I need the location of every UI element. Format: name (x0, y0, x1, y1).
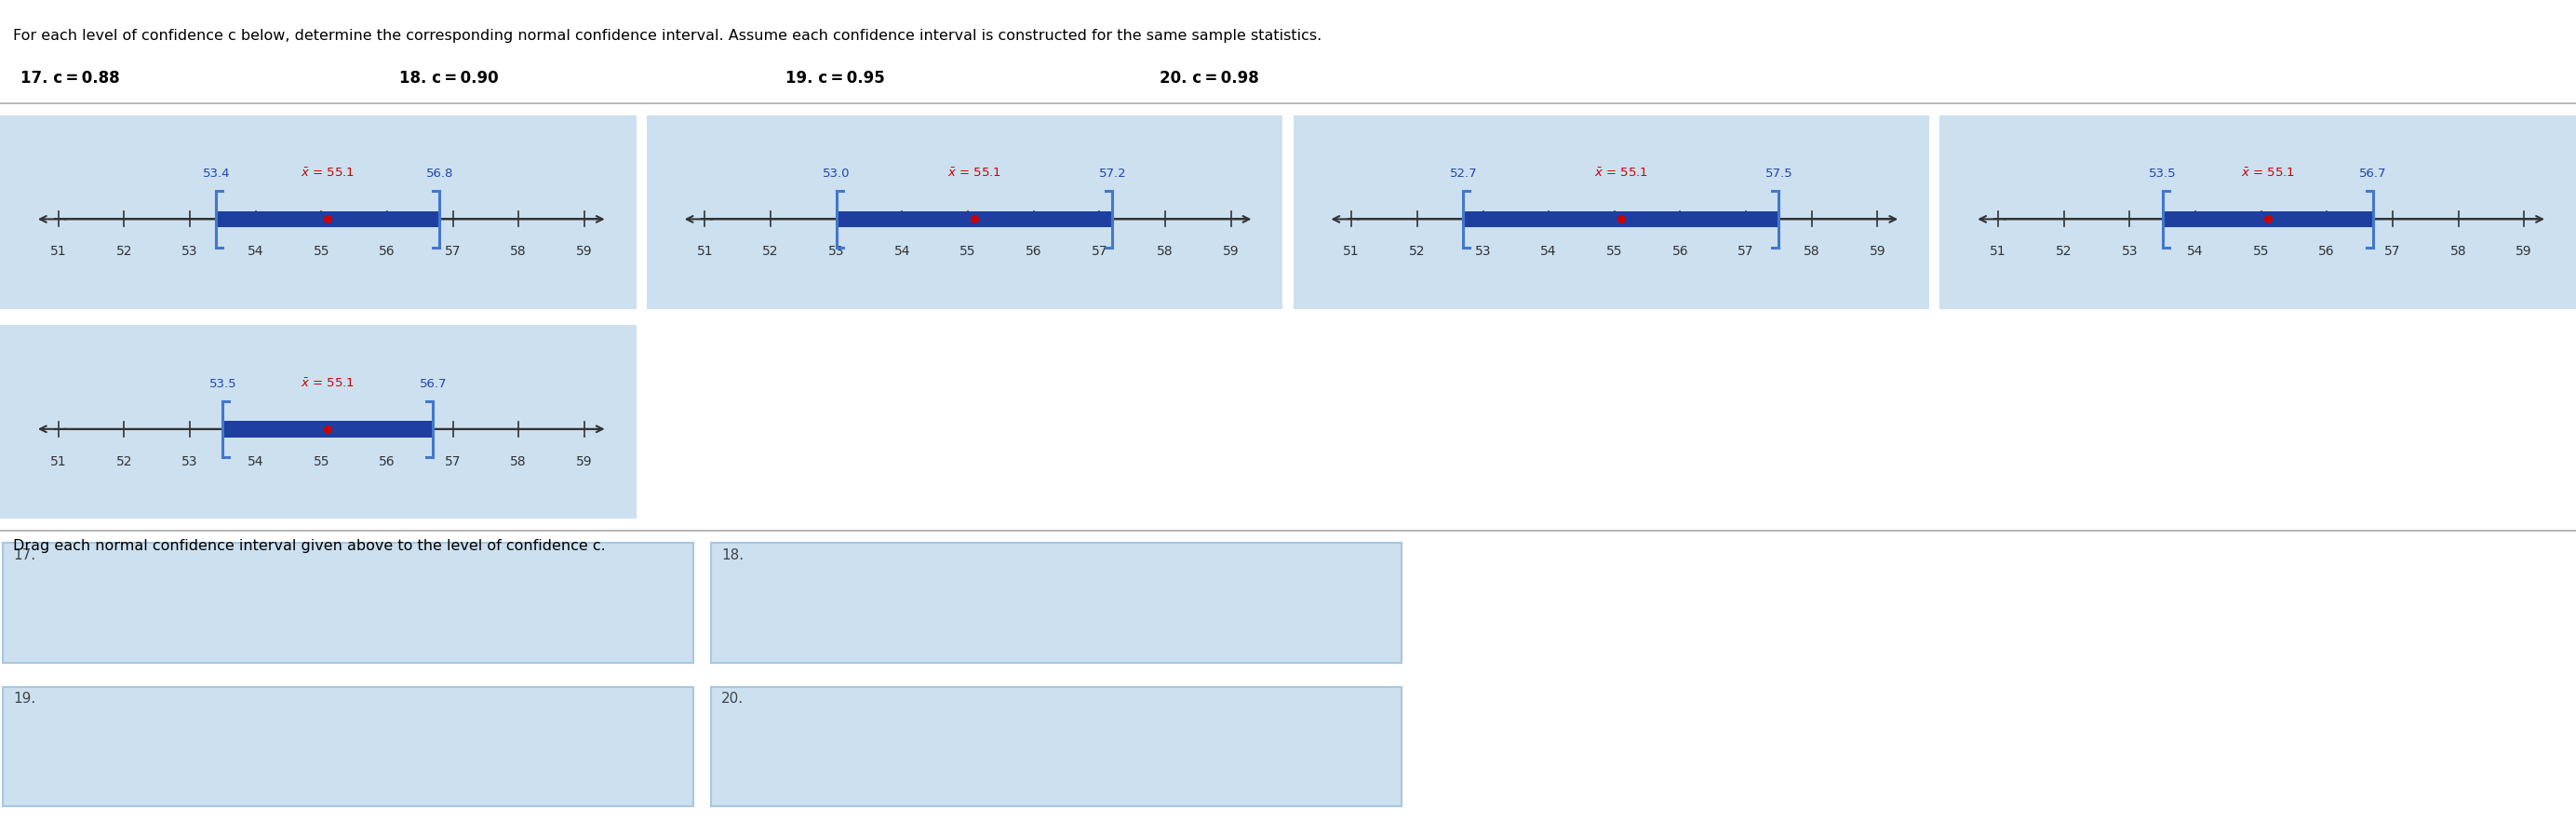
Text: 53.5: 53.5 (209, 378, 237, 390)
Text: 57.5: 57.5 (1765, 168, 1793, 180)
Text: 52: 52 (1409, 245, 1425, 258)
Text: 59: 59 (1224, 245, 1239, 258)
Text: 53: 53 (183, 455, 198, 468)
Text: 58: 58 (1157, 245, 1172, 258)
Text: 19. c = 0.95: 19. c = 0.95 (786, 70, 886, 86)
Text: 52: 52 (2056, 245, 2071, 258)
Bar (2161, 211, 2372, 227)
Text: $\bar{x}$ = 55.1: $\bar{x}$ = 55.1 (948, 167, 1002, 180)
Text: 57: 57 (446, 245, 461, 258)
Text: 54: 54 (247, 245, 263, 258)
Text: 55: 55 (314, 455, 330, 468)
Bar (222, 421, 433, 437)
Bar (1463, 211, 1780, 227)
Text: 55: 55 (2254, 245, 2269, 258)
Text: 52: 52 (116, 455, 131, 468)
Text: $\bar{x}$ = 55.1: $\bar{x}$ = 55.1 (301, 377, 355, 390)
Text: 19.: 19. (13, 692, 36, 706)
Text: 52: 52 (116, 245, 131, 258)
Text: 18. c = 0.90: 18. c = 0.90 (399, 70, 500, 86)
Text: 54: 54 (1540, 245, 1556, 258)
Text: 57: 57 (446, 455, 461, 468)
Text: 55: 55 (1607, 245, 1623, 258)
Text: 18.: 18. (721, 548, 744, 562)
Text: $\bar{x}$ = 55.1: $\bar{x}$ = 55.1 (1595, 167, 1649, 180)
Text: 56: 56 (379, 245, 394, 258)
Text: 55: 55 (961, 245, 976, 258)
Text: 57: 57 (1092, 245, 1108, 258)
Text: 53: 53 (829, 245, 845, 258)
Text: 59: 59 (577, 455, 592, 468)
Text: 53.0: 53.0 (822, 168, 850, 180)
Text: 17.: 17. (13, 548, 36, 562)
Text: Drag each normal confidence interval given above to the level of confidence c.: Drag each normal confidence interval giv… (13, 539, 605, 553)
Text: 53: 53 (183, 245, 198, 258)
Text: 53.4: 53.4 (204, 168, 229, 180)
Text: 51: 51 (49, 245, 67, 258)
Text: 51: 51 (696, 245, 714, 258)
Text: 54: 54 (2187, 245, 2202, 258)
Text: 53: 53 (2123, 245, 2138, 258)
Text: 56: 56 (2318, 245, 2334, 258)
Text: 51: 51 (49, 455, 67, 468)
Text: 52: 52 (762, 245, 778, 258)
Text: 58: 58 (510, 245, 526, 258)
Text: 55: 55 (314, 245, 330, 258)
Text: 57.2: 57.2 (1100, 168, 1126, 180)
Text: 54: 54 (247, 455, 263, 468)
Text: 58: 58 (2450, 245, 2465, 258)
Text: 58: 58 (510, 455, 526, 468)
Text: 20.: 20. (721, 692, 744, 706)
Text: 57: 57 (1739, 245, 1754, 258)
Text: 20. c = 0.98: 20. c = 0.98 (1159, 70, 1260, 86)
Text: 56: 56 (1025, 245, 1041, 258)
Text: 59: 59 (2517, 245, 2532, 258)
Text: 52.7: 52.7 (1450, 168, 1476, 180)
Text: 54: 54 (894, 245, 909, 258)
Text: 51: 51 (1342, 245, 1360, 258)
Text: For each level of confidence c below, determine the corresponding normal confide: For each level of confidence c below, de… (13, 29, 1321, 43)
Text: 57: 57 (2385, 245, 2401, 258)
Text: 56.7: 56.7 (420, 378, 446, 390)
Text: 56: 56 (1672, 245, 1687, 258)
Bar (216, 211, 440, 227)
Text: 53.5: 53.5 (2148, 168, 2177, 180)
Text: 56: 56 (379, 455, 394, 468)
Text: 56.7: 56.7 (2360, 168, 2385, 180)
Text: 59: 59 (577, 245, 592, 258)
Text: 53: 53 (1476, 245, 1492, 258)
Bar (837, 211, 1113, 227)
Text: $\bar{x}$ = 55.1: $\bar{x}$ = 55.1 (2241, 167, 2295, 180)
Text: 51: 51 (1989, 245, 2007, 258)
Text: 17. c = 0.88: 17. c = 0.88 (21, 70, 121, 86)
Text: $\bar{x}$ = 55.1: $\bar{x}$ = 55.1 (301, 167, 355, 180)
Text: 56.8: 56.8 (425, 168, 453, 180)
Text: 58: 58 (1803, 245, 1819, 258)
Text: 59: 59 (1870, 245, 1886, 258)
